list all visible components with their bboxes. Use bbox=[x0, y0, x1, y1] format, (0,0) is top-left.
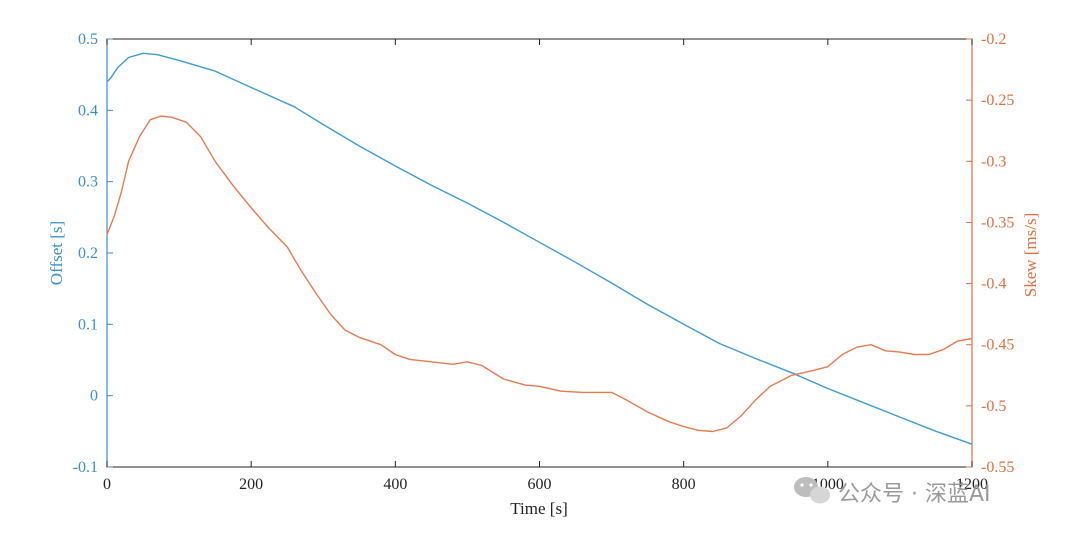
right-y-tick-label: -0.25 bbox=[981, 92, 1014, 109]
left-y-tick-label: 0 bbox=[90, 388, 98, 405]
left-y-tick-label: 0.4 bbox=[78, 102, 98, 119]
left-y-tick-label: 0.5 bbox=[78, 31, 98, 48]
left-y-axis-title: Offset [s] bbox=[47, 221, 66, 285]
x-tick-label: 1200 bbox=[956, 476, 988, 493]
right-y-tick-label: -0.5 bbox=[981, 398, 1006, 415]
plot-area-frame bbox=[106, 38, 973, 468]
right-y-axis-ticks: -0.55 -0.5 -0.45 -0.4 -0.35 -0.3 -0.25 -0.2 bbox=[966, 31, 1014, 476]
x-axis-ticks: 0 200 400 600 800 1000 1200 bbox=[103, 39, 988, 493]
x-tick-label: 0 bbox=[103, 476, 111, 493]
watermark: 公众号 · 深蓝AI bbox=[794, 477, 991, 507]
x-axis-title: Time [s] bbox=[510, 499, 567, 518]
series-layer bbox=[106, 52, 973, 445]
left-y-tick-label: 0.3 bbox=[78, 174, 98, 191]
wechat-icon bbox=[794, 477, 830, 504]
x-tick-label: 200 bbox=[239, 476, 263, 493]
right-y-axis-title: Skew [ms/s] bbox=[1021, 213, 1040, 298]
left-y-tick-label: -0.1 bbox=[73, 459, 98, 476]
left-y-tick-label: 0.1 bbox=[78, 316, 98, 333]
x-tick-label: 400 bbox=[383, 476, 407, 493]
offset-series-line bbox=[106, 52, 973, 445]
right-y-tick-label: -0.2 bbox=[981, 31, 1006, 48]
right-y-tick-label: -0.3 bbox=[981, 153, 1006, 170]
right-y-tick-label: -0.45 bbox=[981, 337, 1014, 354]
right-y-tick-label: -0.4 bbox=[981, 276, 1006, 293]
right-y-tick-label: -0.55 bbox=[981, 459, 1014, 476]
x-tick-label: 800 bbox=[672, 476, 696, 493]
skew-series-line bbox=[106, 115, 973, 433]
left-y-axis-ticks: -0.1 0 0.1 0.2 0.3 0.4 0.5 bbox=[73, 31, 113, 476]
left-y-tick-label: 0.2 bbox=[78, 245, 98, 262]
right-y-tick-label: -0.35 bbox=[981, 214, 1014, 231]
watermark-text: 公众号 · 深蓝AI bbox=[838, 482, 991, 507]
x-tick-label: 600 bbox=[528, 476, 552, 493]
